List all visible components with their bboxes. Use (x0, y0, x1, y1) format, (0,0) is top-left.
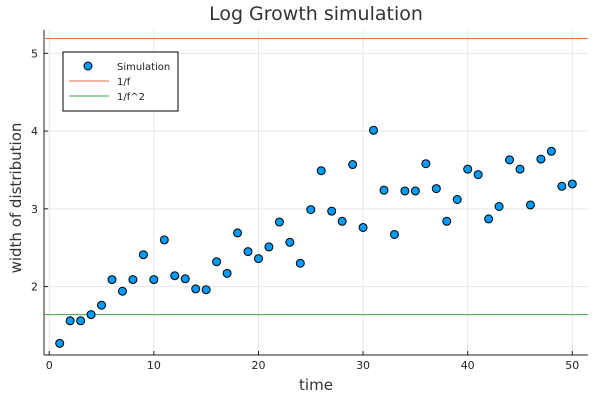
data-point (97, 300, 107, 310)
x-axis-title: time (299, 376, 333, 394)
x-tick-label: 20 (251, 359, 265, 372)
data-point (253, 254, 263, 264)
data-point (222, 268, 232, 278)
data-point (452, 194, 462, 204)
data-point (233, 228, 243, 238)
x-tick-label: 0 (46, 359, 53, 372)
data-point (421, 159, 431, 169)
data-point (295, 258, 305, 268)
data-point (180, 274, 190, 284)
data-point (170, 271, 180, 281)
data-point (117, 286, 127, 296)
legend-label: 1/f (117, 77, 131, 88)
x-tick-label: 40 (461, 359, 475, 372)
data-point (212, 257, 222, 267)
data-point (567, 179, 577, 189)
data-point (149, 275, 159, 285)
data-point (107, 275, 117, 285)
x-tick-label: 50 (565, 359, 579, 372)
data-point (159, 235, 169, 245)
data-point (525, 200, 535, 210)
data-point (442, 216, 452, 226)
data-point (274, 217, 284, 227)
data-point (431, 184, 441, 194)
reference-lines (44, 38, 588, 316)
data-point (201, 285, 211, 295)
data-point (191, 284, 201, 294)
data-point (55, 338, 65, 348)
y-tick-label: 5 (31, 47, 38, 60)
data-point (369, 125, 379, 135)
scatter-points (55, 125, 577, 348)
data-point (264, 242, 274, 252)
data-point (348, 160, 358, 170)
data-point (536, 154, 546, 164)
tick-labels: 0 10 20 30 40 50 2 3 4 5 (31, 47, 579, 372)
data-point (400, 186, 410, 196)
data-point (327, 206, 337, 216)
legend: Simulation 1/f 1/f^2 (62, 51, 179, 112)
data-point (473, 170, 483, 180)
x-tick-label: 30 (356, 359, 370, 372)
data-point (128, 275, 138, 285)
data-point (306, 205, 316, 215)
legend-label: 1/f^2 (117, 92, 145, 103)
data-point (484, 214, 494, 224)
data-point (515, 164, 525, 174)
x-tick-label: 10 (147, 359, 161, 372)
data-point (463, 164, 473, 174)
legend-label: Simulation (117, 62, 170, 73)
data-point (285, 237, 295, 247)
data-point (76, 316, 86, 326)
data-point (65, 316, 75, 326)
data-point (410, 186, 420, 196)
data-point (337, 216, 347, 226)
data-point (494, 201, 504, 211)
axes (43, 30, 588, 356)
chart-title: Log Growth simulation (209, 3, 423, 25)
y-tick-label: 4 (31, 125, 38, 138)
y-tick-label: 2 (31, 281, 38, 294)
data-point (138, 250, 148, 260)
data-point (379, 185, 389, 195)
data-point (546, 146, 556, 156)
legend-marker-scatter (83, 61, 93, 71)
data-point (557, 181, 567, 191)
data-point (86, 310, 96, 320)
y-axis-title: width of distribution (7, 123, 25, 274)
data-point (243, 247, 253, 257)
y-tick-label: 3 (31, 203, 38, 216)
data-point (389, 229, 399, 239)
data-point (505, 155, 515, 165)
data-point (358, 222, 368, 232)
data-point (316, 166, 326, 176)
